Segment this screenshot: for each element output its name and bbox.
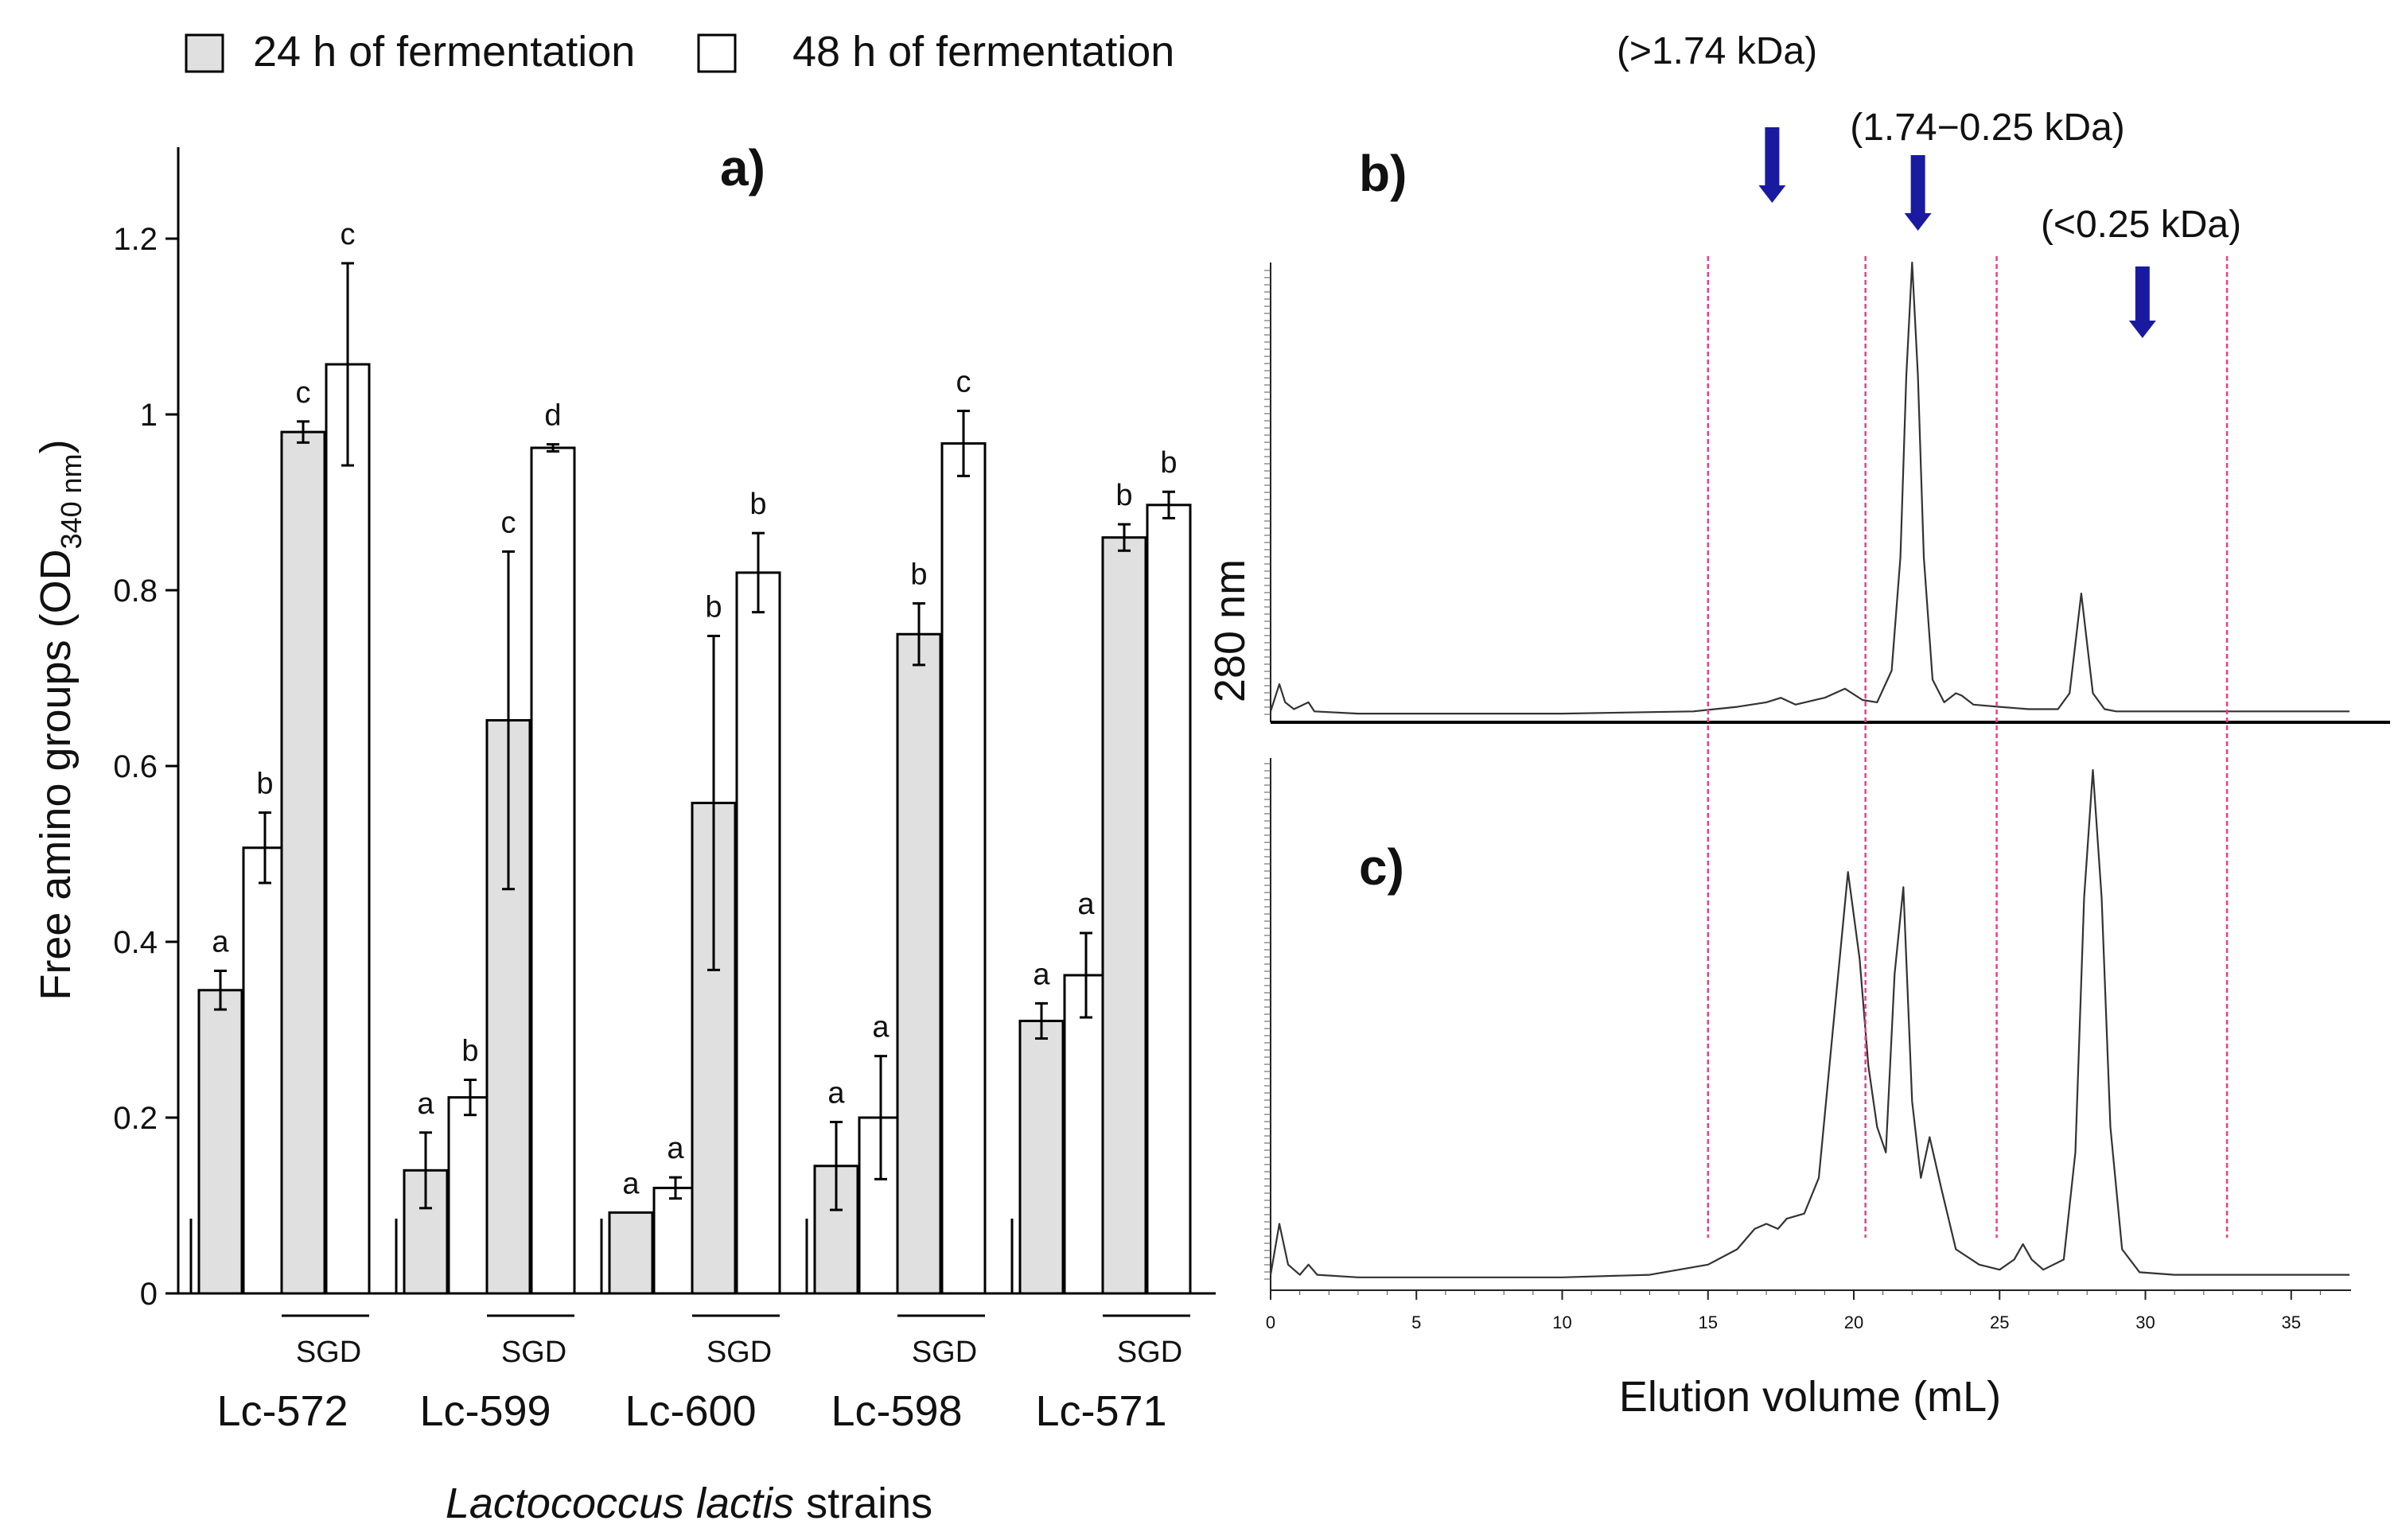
strain-label: Lc-599 (419, 1387, 551, 1435)
significance-letter: a (827, 1077, 845, 1110)
legend-swatch-24h (185, 33, 224, 73)
significance-letter: a (1077, 888, 1095, 921)
bar (940, 441, 987, 1295)
significance-letter: d (544, 399, 561, 433)
significance-letter: b (1115, 479, 1132, 512)
significance-letter: b (749, 488, 766, 521)
chrom-x-ticks: 0 5 10 15 20 25 30 35 (1266, 1290, 2321, 1332)
significance-letter: a (622, 1167, 640, 1200)
y-axis-label: Free amino groups (OD340 nm) (32, 439, 88, 1000)
bar (1018, 1019, 1065, 1295)
bar (735, 571, 781, 1295)
y-tick-label: 0.6 (113, 749, 158, 784)
chrom-minor-ticks-b (1264, 270, 1271, 715)
sgd-label: SGD (1117, 1336, 1182, 1369)
bar (280, 430, 326, 1295)
chrom-x-tick-label: 10 (1552, 1312, 1571, 1332)
mw-markers: (>1.74 kDa) (1.74−0.25 kDa) (<0.25 kDa) (1617, 30, 2241, 338)
panel-label-b: b) (1359, 145, 1407, 202)
bar (652, 1186, 699, 1295)
legend-label-24h: 24 h of fermentation (253, 28, 635, 76)
chrom-x-tick-label: 35 (2282, 1312, 2301, 1332)
significance-letter: a (872, 1011, 890, 1044)
significance-letter: c (296, 376, 311, 410)
bar (1146, 504, 1192, 1295)
chromatogram-panels: b) c) 280 nm (>1.74 kDa)(1.74−0.25 kDa)(… (1206, 30, 2390, 1421)
significance-letter: c (956, 366, 971, 399)
significance-letter: b (461, 1034, 478, 1068)
significance-letter: b (1160, 446, 1177, 480)
arrow-icon (2135, 266, 2150, 322)
chrom-minor-ticks-c (1264, 763, 1271, 1280)
arrow-icon (2128, 321, 2156, 338)
strain-label: Lc-600 (625, 1387, 756, 1435)
chrom-x-tick-label: 0 (1266, 1312, 1275, 1332)
bar (896, 632, 942, 1295)
chrom-x-tick-label: 30 (2135, 1312, 2155, 1332)
chrom-trace-c (1269, 768, 2350, 1278)
chrom-x-tick-label: 5 (1411, 1312, 1421, 1332)
mw-marker-label: (>1.74 kDa) (1617, 30, 1817, 72)
mw-marker-label: (1.74−0.25 kDa) (1850, 107, 2125, 149)
bar (325, 363, 371, 1295)
significance-letter: c (501, 506, 516, 539)
y-tick-label: 0.8 (113, 574, 158, 609)
significance-letter: a (417, 1087, 434, 1121)
y-ticks: 0 0.2 0.4 0.6 0.8 1 1.2 (113, 222, 178, 1312)
legend: 24 h of fermentation 48 h of fermentatio… (185, 28, 1174, 76)
arrow-icon (1904, 213, 1932, 231)
significance-letter: c (341, 218, 356, 251)
sgd-label: SGD (501, 1336, 566, 1369)
bar (608, 1211, 654, 1295)
bar (197, 989, 243, 1295)
fraction-boundaries (1707, 256, 2229, 1238)
chrom-x-tick-label: 20 (1844, 1312, 1863, 1332)
strain-label: Lc-572 (216, 1387, 348, 1435)
x-axis-label: Lactococcus lactis strains (446, 1480, 932, 1527)
arrow-icon (1765, 127, 1780, 187)
significance-letter: b (256, 768, 273, 801)
strain-label: Lc-571 (1035, 1387, 1166, 1435)
chrom-x-label: Elution volume (mL) (1619, 1373, 2001, 1421)
significance-letter: a (1033, 958, 1050, 991)
y-tick-label: 0 (140, 1277, 158, 1312)
arrow-icon (1758, 185, 1786, 203)
panel-label-c: c) (1359, 838, 1404, 896)
chrom-x-tick-label: 15 (1699, 1312, 1718, 1332)
significance-letter: b (705, 590, 722, 624)
y-tick-label: 0.4 (113, 925, 158, 960)
strain-label: Lc-598 (831, 1387, 962, 1435)
bar (447, 1096, 493, 1295)
sgd-label: SGD (707, 1336, 772, 1369)
chrom-trace-b (1269, 261, 2350, 715)
mw-marker-label: (<0.25 kDa) (2041, 204, 2241, 246)
bar (1101, 536, 1147, 1295)
bar-chart-panel-a: a) 00.20.40.60.811.2 abccabcdaabbaabcaab… (32, 139, 1216, 1527)
panel-label-a: a) (720, 139, 765, 196)
significance-letter: b (910, 558, 927, 592)
y-tick-label: 0.2 (113, 1101, 158, 1136)
y-tick-label: 1 (140, 398, 158, 433)
sgd-label: SGD (296, 1336, 361, 1369)
chrom-x-tick-label: 25 (1990, 1312, 2009, 1332)
chrom-y-label: 280 nm (1206, 559, 1254, 702)
chrom-traces (1269, 261, 2350, 1278)
significance-letter: a (667, 1132, 684, 1165)
y-tick-label: 1.2 (113, 222, 158, 257)
legend-swatch-48h (697, 33, 737, 73)
arrow-icon (1910, 155, 1925, 215)
bar (1063, 974, 1109, 1295)
bar (242, 846, 288, 1295)
x-groups: SGD Lc-572 SGD Lc-599 SGD Lc-600 SGD Lc-598 SGD L… (216, 1314, 1190, 1435)
significance-letter: a (212, 925, 229, 959)
bar (530, 446, 576, 1295)
legend-label-48h: 48 h of fermentation (792, 28, 1174, 76)
sgd-label: SGD (912, 1336, 977, 1369)
